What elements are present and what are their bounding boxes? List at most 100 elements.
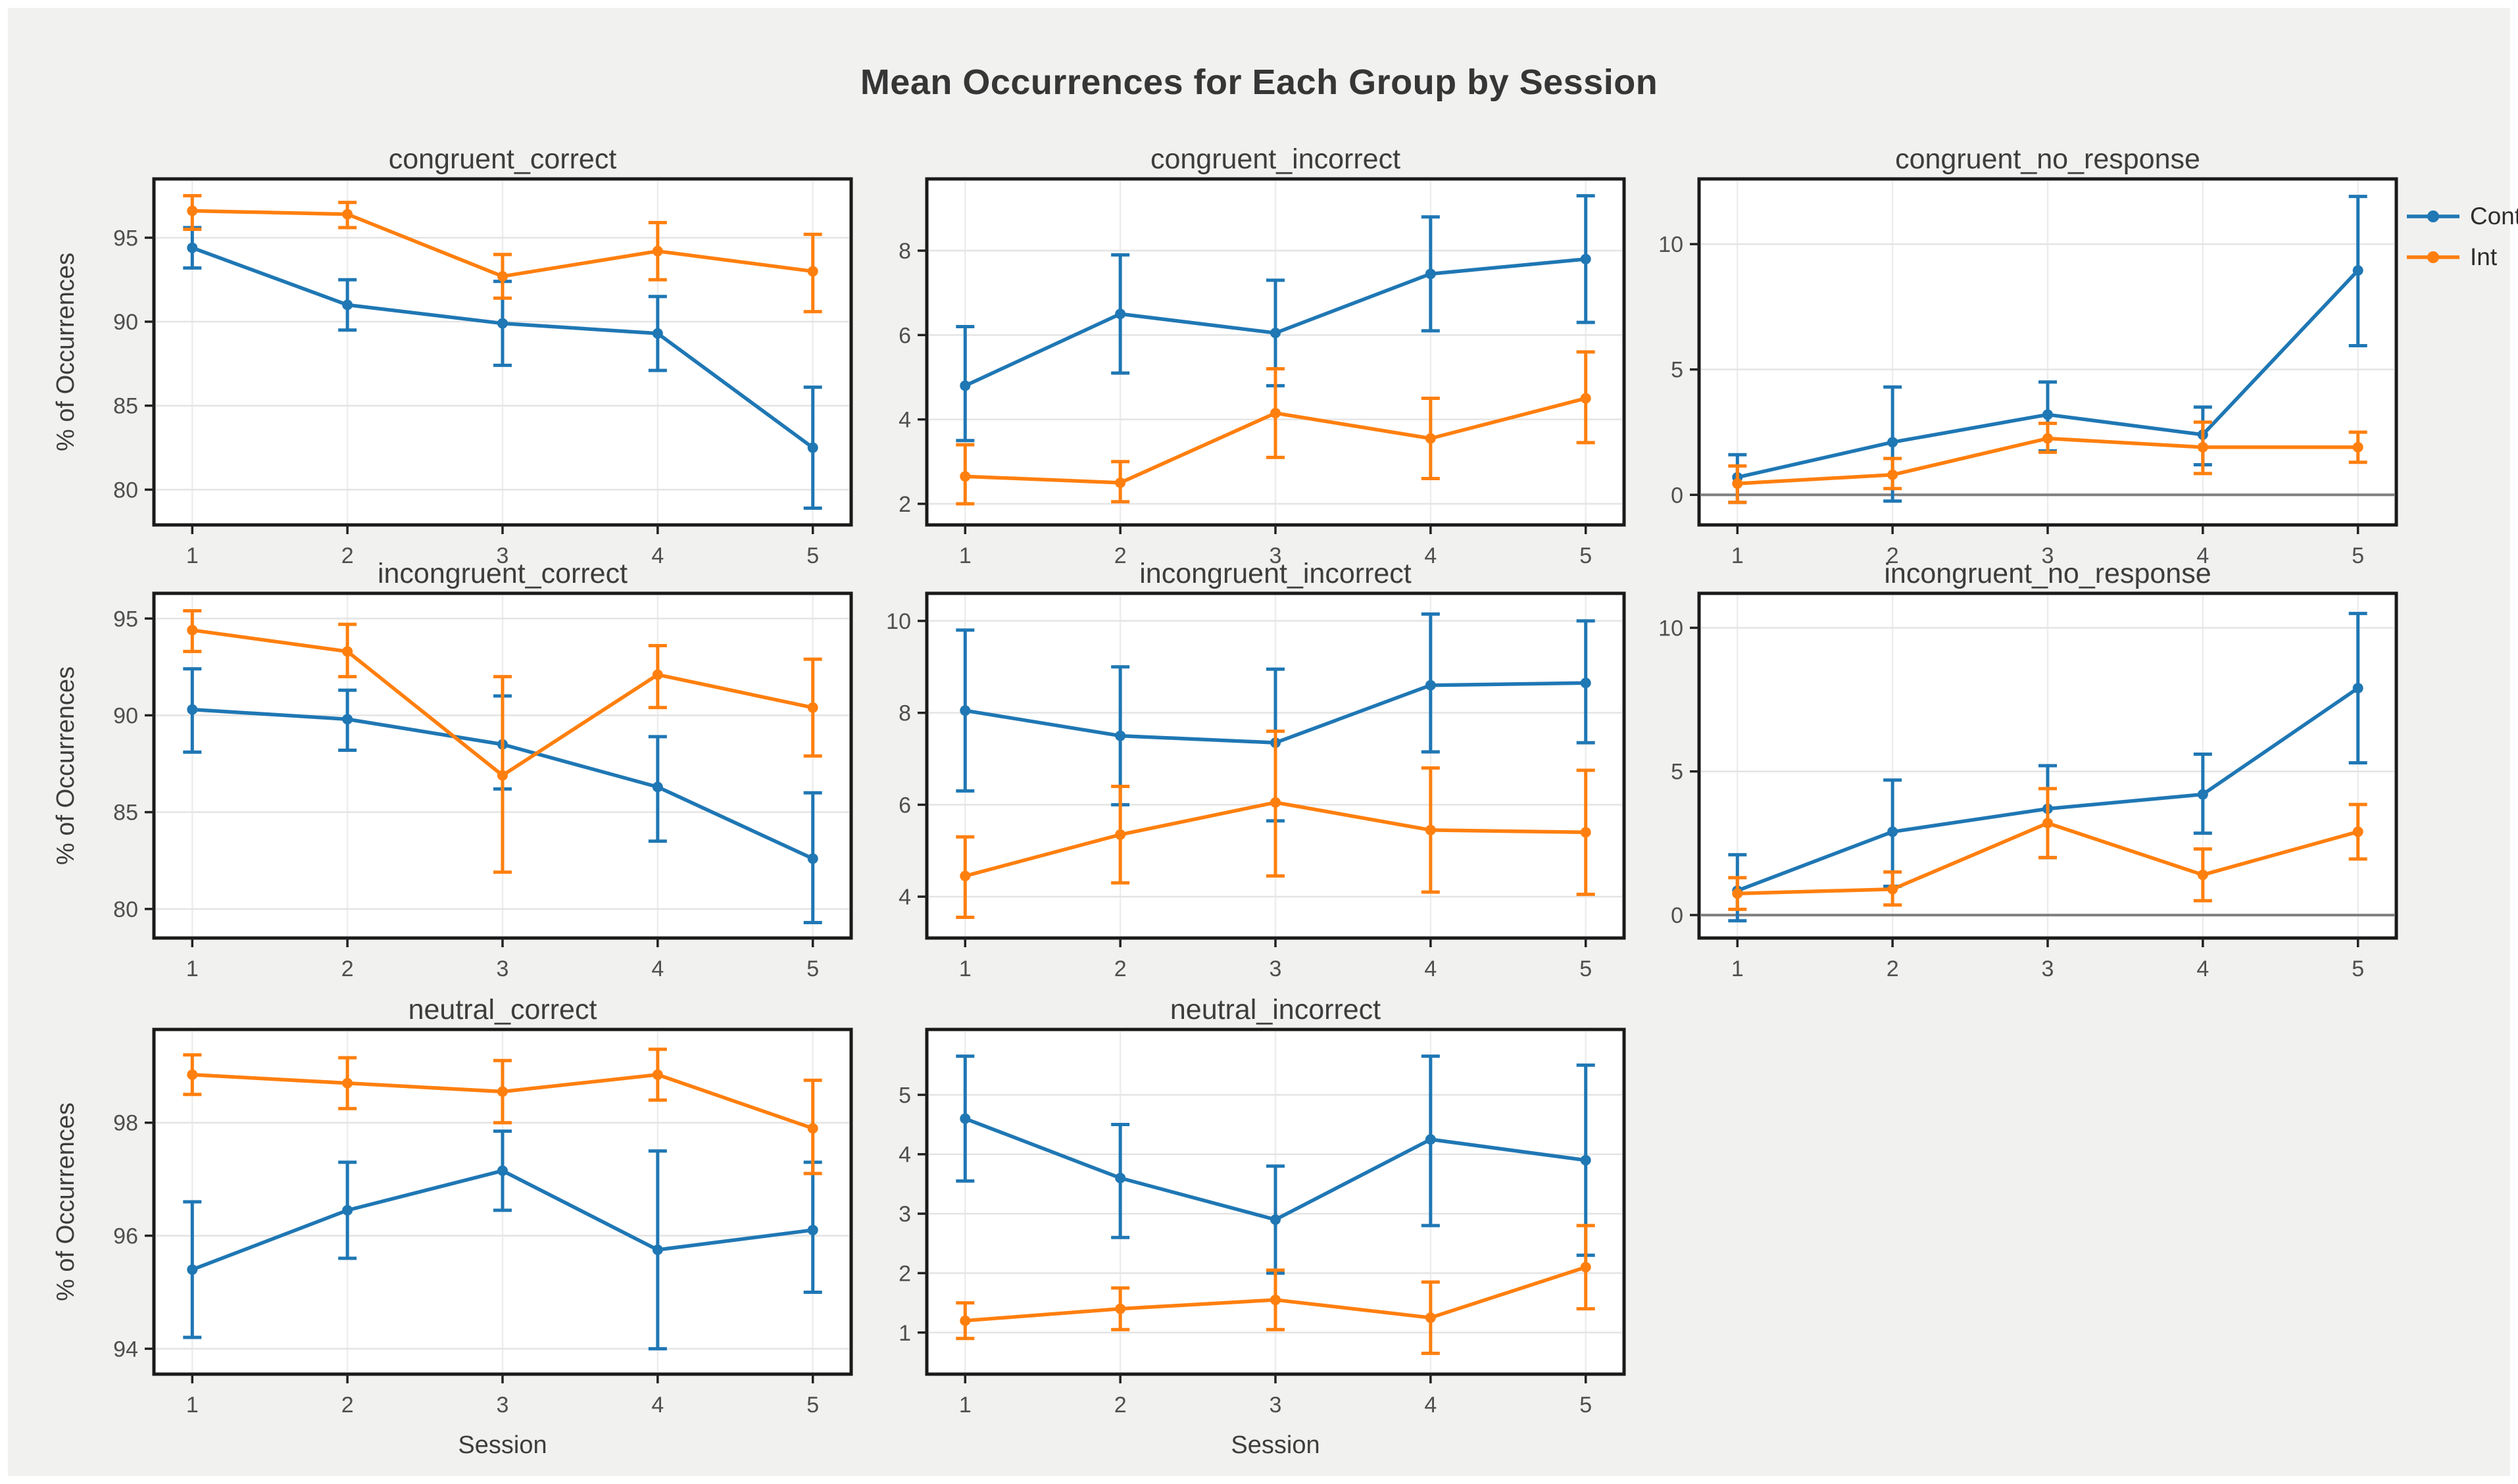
data-point [187, 1069, 198, 1080]
data-point [1580, 678, 1591, 689]
svg-text:1: 1 [959, 543, 972, 568]
svg-text:96: 96 [113, 1224, 138, 1249]
svg-text:95: 95 [113, 606, 138, 631]
data-point [652, 245, 663, 257]
subplot-congruent_correct: 80 85 90 95 1 2 3 4 5 congruent_correct % of Occur… [52, 143, 853, 568]
subplot-title: incongruent_incorrect [1139, 558, 1412, 589]
svg-text:4: 4 [899, 1143, 911, 1168]
svg-text:1: 1 [186, 543, 199, 568]
svg-text:85: 85 [113, 394, 138, 419]
data-point [187, 704, 198, 715]
svg-text:1: 1 [899, 1321, 911, 1346]
y-axis: 80 85 90 95 [113, 226, 154, 503]
svg-text:4: 4 [899, 885, 911, 910]
svg-text:2: 2 [341, 956, 354, 981]
subplot-title: congruent_incorrect [1150, 143, 1400, 175]
data-point [342, 209, 353, 220]
subplot-incongruent_correct: 80 85 90 95 1 2 3 4 5 incongruent_correct % of Occ… [52, 558, 853, 981]
svg-text:1: 1 [1731, 543, 1744, 568]
svg-text:2: 2 [1114, 543, 1127, 568]
legend-line-icon [2407, 251, 2459, 263]
svg-text:0: 0 [1671, 903, 1683, 928]
figure-background: Mean Occurrences for Each Group by Sessi… [8, 8, 2518, 1476]
data-point [187, 1264, 198, 1275]
svg-text:94: 94 [113, 1337, 138, 1362]
subplot-neutral_incorrect: 1 2 3 4 5 1 2 3 4 5 neutral_incorrect Session [899, 994, 1626, 1459]
y-axis: 0 5 10 [1658, 616, 1699, 928]
svg-text:4: 4 [899, 408, 911, 433]
svg-text:5: 5 [2352, 543, 2364, 568]
subplot-title: neutral_incorrect [1170, 994, 1381, 1026]
x-axis: 1 2 3 4 5 [186, 1374, 819, 1418]
y-axis: 2 4 6 8 [899, 239, 927, 517]
svg-text:95: 95 [113, 226, 138, 251]
legend-item-int: Int [2406, 237, 2518, 278]
svg-text:1: 1 [959, 956, 972, 981]
data-point [342, 714, 353, 725]
svg-text:3: 3 [497, 1393, 509, 1418]
data-point [960, 1315, 971, 1326]
series-Int [183, 608, 822, 874]
svg-text:4: 4 [1424, 1393, 1437, 1418]
data-point [960, 380, 971, 391]
data-point [652, 669, 663, 680]
svg-text:6: 6 [899, 323, 911, 348]
data-point [1115, 730, 1126, 741]
data-point [1732, 478, 1743, 489]
data-point [960, 705, 971, 716]
data-point [1425, 680, 1436, 691]
svg-text:85: 85 [113, 801, 138, 826]
data-point [1425, 433, 1436, 444]
data-point [1425, 1134, 1436, 1145]
subplot-congruent_incorrect: 2 4 6 8 1 2 3 4 5 congruent_incorrect [899, 143, 1626, 568]
data-point [652, 328, 663, 339]
data-point [1270, 797, 1281, 808]
svg-text:2: 2 [1887, 956, 1899, 981]
data-point [807, 1224, 818, 1235]
data-point [1580, 253, 1591, 264]
series-Int [956, 1224, 1595, 1355]
svg-text:10: 10 [1658, 616, 1683, 641]
svg-text:5: 5 [1579, 1393, 1592, 1418]
data-point [1580, 827, 1591, 838]
legend-label: Int [2470, 243, 2498, 270]
svg-text:3: 3 [497, 956, 509, 981]
svg-text:4: 4 [1424, 543, 1437, 568]
svg-text:3: 3 [497, 543, 509, 568]
svg-text:2: 2 [341, 543, 354, 568]
series-Int [183, 194, 822, 314]
data-point [2042, 818, 2053, 829]
subplot-title: incongruent_correct [378, 558, 628, 589]
figure-title: Mean Occurrences for Each Group by Sessi… [860, 62, 1658, 102]
data-point [1115, 1172, 1126, 1183]
data-point [1580, 1154, 1591, 1166]
data-point [497, 318, 508, 329]
subplot-title: neutral_correct [408, 994, 597, 1026]
x-axis: 1 2 3 4 5 [959, 1374, 1592, 1418]
svg-text:6: 6 [899, 793, 911, 818]
data-point [1580, 1262, 1591, 1273]
error-bars [183, 194, 822, 314]
svg-text:1: 1 [959, 1393, 972, 1418]
x-axis: 1 2 3 4 5 [959, 525, 1592, 568]
svg-text:1: 1 [1731, 956, 1744, 981]
data-point [807, 1123, 818, 1134]
svg-text:5: 5 [1671, 358, 1683, 383]
data-point [1270, 1295, 1281, 1306]
data-point [807, 702, 818, 713]
y-axis: 0 5 10 [1658, 232, 1699, 508]
x-axis-label: Session [458, 1431, 547, 1459]
data-point [1115, 829, 1126, 840]
svg-text:90: 90 [113, 310, 138, 335]
svg-text:2: 2 [1887, 543, 1899, 568]
data-point [2352, 441, 2363, 453]
svg-text:1: 1 [186, 1393, 199, 1418]
series-Int [1728, 420, 2367, 505]
series-Int [956, 730, 1595, 920]
data-point [342, 1077, 353, 1089]
svg-text:98: 98 [113, 1111, 138, 1136]
data-point [807, 853, 818, 864]
series-Cont [956, 1054, 1595, 1275]
